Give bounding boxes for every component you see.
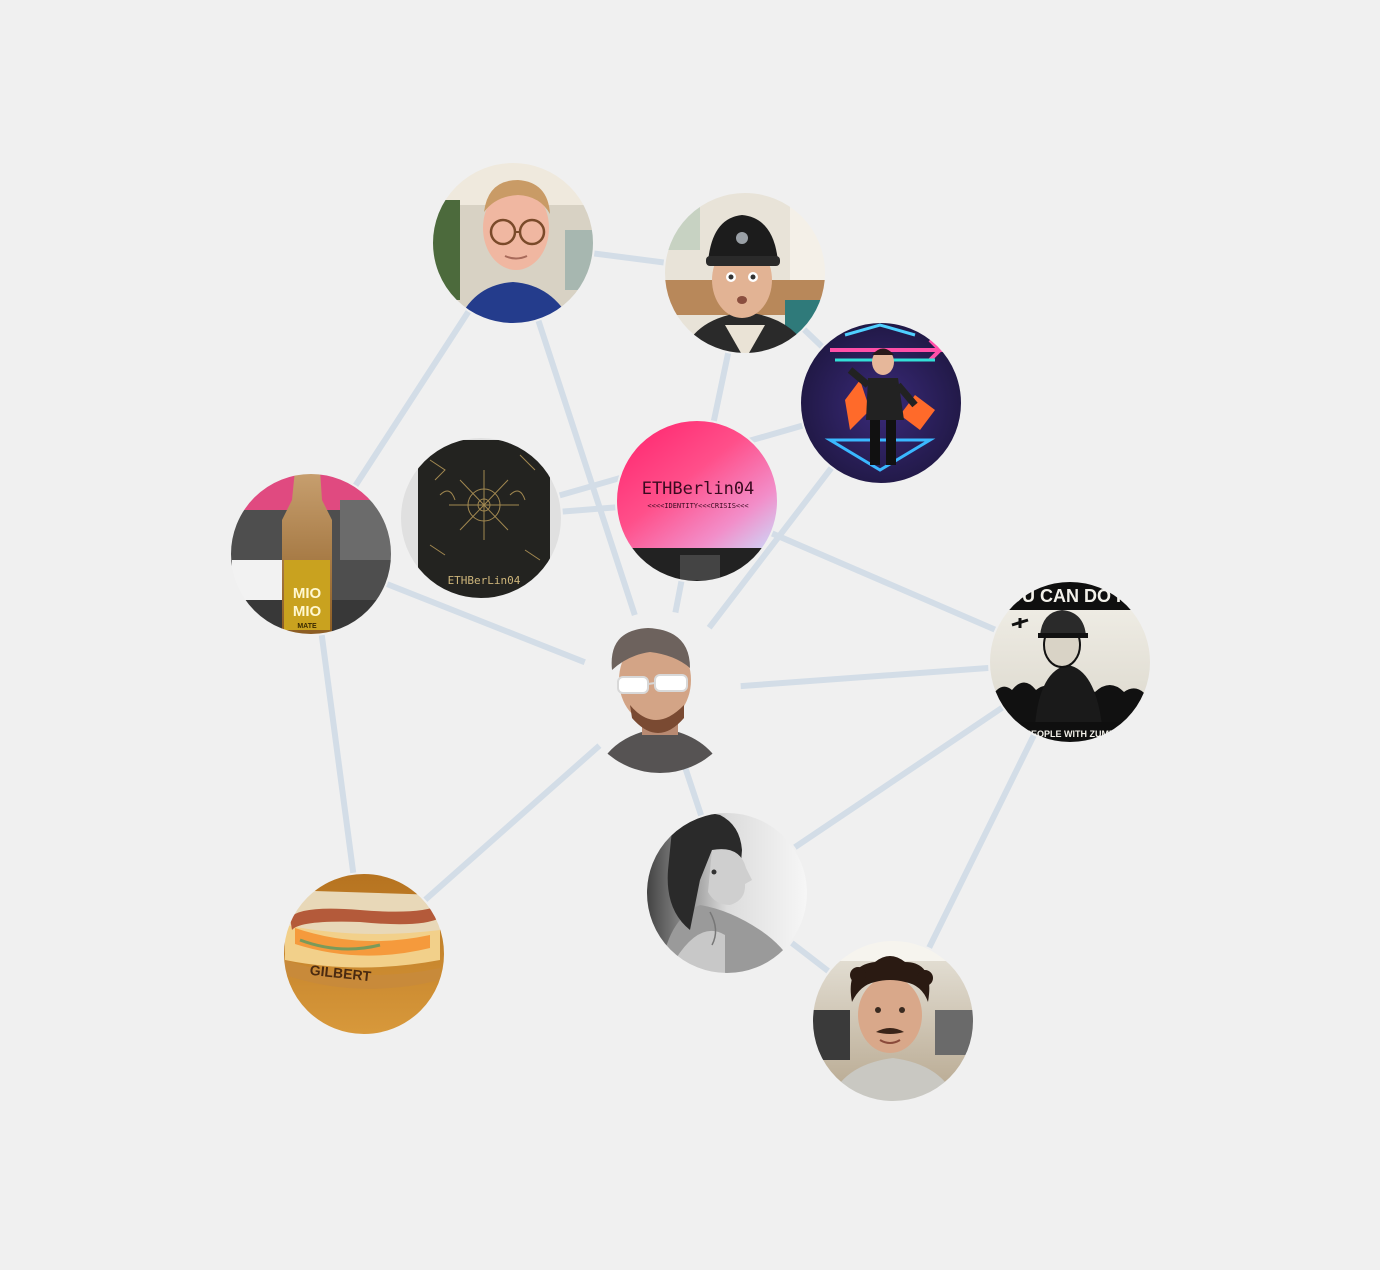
mio-label-line1: MIO: [293, 585, 322, 602]
node-cap-man[interactable]: [660, 190, 830, 360]
ethberlin-title: ETHBerlin04: [642, 479, 755, 499]
poster-tagline: T PEOPLE WITH ZUME: [1017, 729, 1115, 739]
node-mio-mio-bottle[interactable]: MIO MIO MATE: [225, 470, 400, 640]
node-glasses-man[interactable]: [430, 160, 605, 330]
curly-hair-man-photo: [812, 940, 974, 1102]
ethberlin-subtitle: <<<<IDENTITY<<<CRISIS<<<: [647, 502, 748, 510]
node-sausage-bread[interactable]: GILBERT: [280, 870, 450, 1040]
node-curly-hair-man[interactable]: [808, 936, 978, 1106]
sausage-label: GILBERT: [309, 962, 372, 984]
you-can-do-it-poster-image: OU CAN DO IT T PEOPLE WITH ZUME: [989, 581, 1151, 743]
node-sunglasses-avatar[interactable]: [575, 605, 745, 780]
poster-headline: OU CAN DO IT: [1008, 586, 1132, 606]
mio-label-line2: MIO: [293, 603, 322, 620]
node-woman-profile[interactable]: [642, 808, 812, 980]
panel-engraving: [429, 454, 541, 561]
sausage-bread-photo: GILBERT: [283, 873, 445, 1035]
node-engraved-panel[interactable]: ETHBerLin04: [395, 435, 570, 605]
node-you-can-do-it-poster[interactable]: OU CAN DO IT T PEOPLE WITH ZUME: [985, 578, 1155, 748]
mio-mio-bottle-photo: MIO MIO MATE: [230, 473, 392, 635]
neon-dancer-avatar: [800, 322, 962, 484]
woman-profile-photo: [646, 812, 808, 974]
panel-caption: ETHBerLin04: [448, 574, 521, 587]
sunglasses-avatar-illustration: [579, 611, 741, 773]
engraved-panel-photo: ETHBerLin04: [400, 437, 562, 599]
cap-man-avatar: [664, 192, 826, 354]
mio-label-line3: MATE: [297, 623, 317, 630]
ethberlin-screen-photo: ETHBerlin04 <<<<IDENTITY<<<CRISIS<<<: [616, 420, 778, 582]
node-neon-dancer[interactable]: [795, 318, 970, 493]
node-ethberlin-screen[interactable]: ETHBerlin04 <<<<IDENTITY<<<CRISIS<<<: [612, 415, 782, 590]
